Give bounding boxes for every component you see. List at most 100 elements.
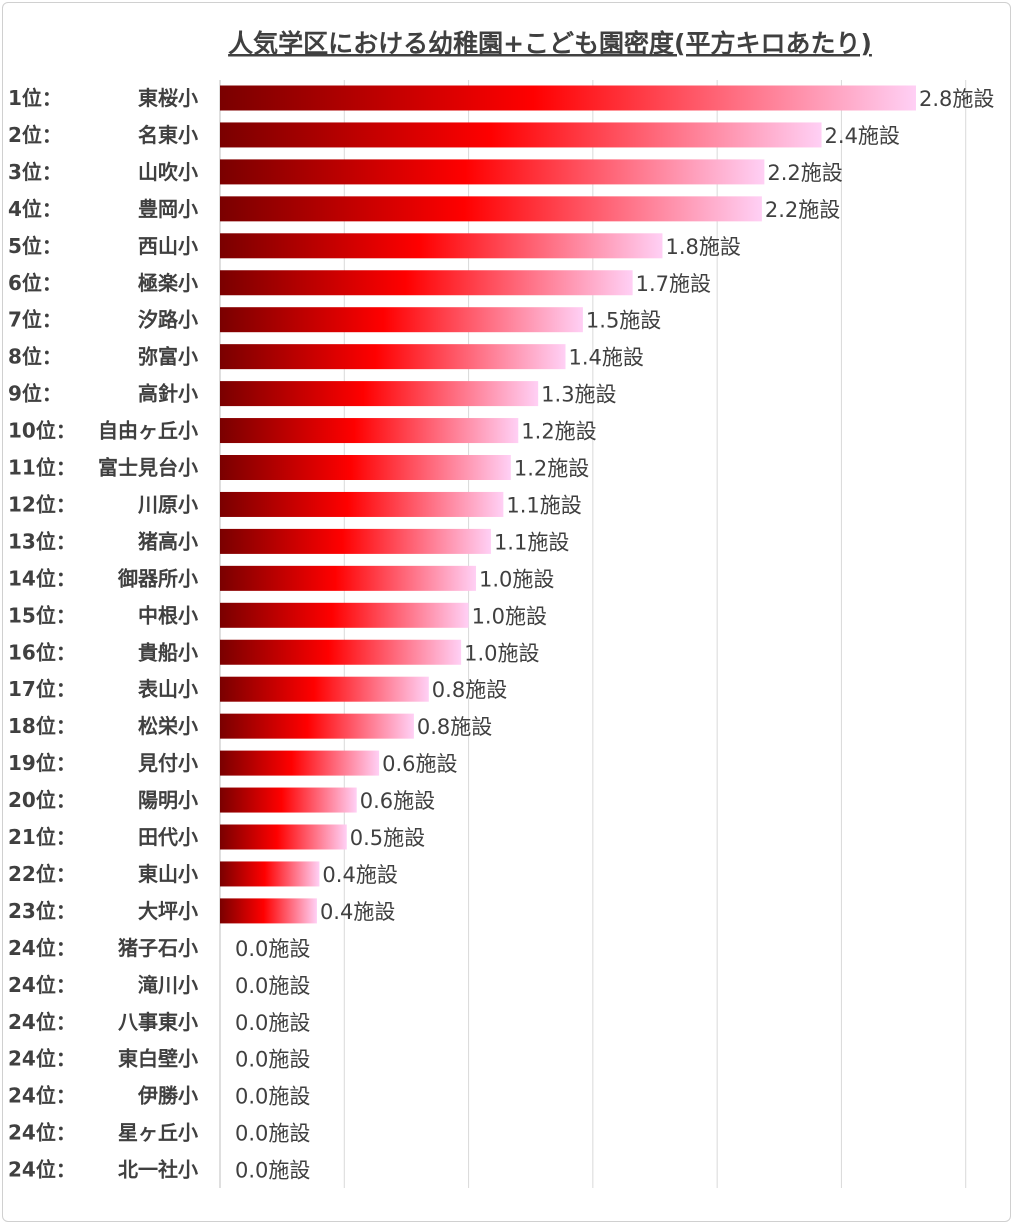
bar — [220, 85, 916, 111]
bar — [220, 713, 414, 739]
category-label: 見付小 — [138, 751, 198, 775]
data-label: 1.1施設 — [506, 493, 581, 517]
data-label: 0.0施設 — [235, 1159, 310, 1183]
rank-label: 4位： — [8, 197, 62, 221]
rank-label: 9位： — [8, 382, 62, 406]
data-label: 0.6施設 — [382, 752, 457, 776]
data-label: 1.8施設 — [665, 235, 740, 259]
rank-label: 24位： — [8, 1084, 76, 1108]
rank-label: 17位： — [8, 677, 76, 701]
rank-label: 14位： — [8, 566, 76, 590]
bar — [220, 565, 477, 591]
bar — [220, 824, 347, 850]
category-label: 山吹小 — [138, 160, 198, 184]
category-label: 大坪小 — [138, 899, 198, 923]
bars — [220, 85, 916, 924]
data-label: 1.3施設 — [541, 383, 616, 407]
category-label: 弥富小 — [138, 345, 198, 369]
data-label: 1.5施設 — [586, 309, 661, 333]
rank-label: 12位： — [8, 492, 76, 516]
rank-label: 24位： — [8, 973, 76, 997]
rank-label: 16位： — [8, 640, 76, 664]
bar — [220, 381, 539, 407]
data-label: 0.0施設 — [235, 1011, 310, 1035]
data-label: 1.4施設 — [569, 346, 644, 370]
data-label: 2.4施設 — [825, 124, 900, 148]
category-label: 東白壁小 — [118, 1047, 198, 1071]
rank-label: 23位： — [8, 899, 76, 923]
bar — [220, 418, 519, 444]
chart-title: 人気学区における幼稚園+こども園密度(平方キロあたり) — [228, 29, 872, 58]
data-label: 1.1施設 — [494, 530, 569, 554]
bar — [220, 233, 663, 259]
rank-label: 24位： — [8, 1010, 76, 1034]
rank-label: 24位： — [8, 1121, 76, 1145]
category-label: 川原小 — [137, 492, 198, 516]
bar — [220, 528, 491, 554]
rank-label: 21位： — [8, 825, 76, 849]
category-label: 滝川小 — [138, 973, 198, 997]
data-label: 0.0施設 — [235, 1122, 310, 1146]
bar — [220, 639, 462, 665]
rank-label: 2位： — [8, 123, 62, 147]
data-label: 0.6施設 — [360, 789, 435, 813]
rank-label: 8位： — [8, 345, 62, 369]
rank-label: 15位： — [8, 603, 76, 627]
data-label: 0.8施設 — [432, 678, 507, 702]
category-label: 猪高小 — [138, 529, 198, 553]
category-label: 貴船小 — [138, 640, 198, 664]
category-label: 八事東小 — [118, 1010, 198, 1034]
rank-label: 18位： — [8, 714, 76, 738]
rank-label: 6位： — [8, 271, 62, 295]
data-label: 1.2施設 — [514, 457, 589, 481]
category-label: 猪子石小 — [118, 936, 198, 960]
data-label: 0.4施設 — [320, 900, 395, 924]
category-label: 陽明小 — [138, 788, 198, 812]
rank-label: 13位： — [8, 529, 76, 553]
category-label: 星ヶ丘小 — [118, 1121, 198, 1145]
category-label: 田代小 — [138, 825, 198, 849]
data-label: 1.7施設 — [636, 272, 711, 296]
category-label: 富士見台小 — [98, 456, 198, 480]
rank-label: 1位： — [8, 86, 62, 110]
bar — [220, 676, 429, 702]
category-label: 極楽小 — [137, 271, 198, 295]
data-label: 1.0施設 — [472, 604, 547, 628]
bar — [220, 270, 633, 296]
category-label: 高針小 — [138, 382, 198, 406]
category-label: 名東小 — [138, 123, 198, 147]
data-label: 0.5施設 — [350, 826, 425, 850]
rank-label: 5位： — [8, 234, 62, 258]
bar — [220, 196, 762, 222]
data-label: 0.0施設 — [235, 1048, 310, 1072]
data-label: 1.2施設 — [521, 420, 596, 444]
data-label: 0.0施設 — [235, 974, 310, 998]
bar — [220, 344, 566, 370]
category-label: 豊岡小 — [138, 197, 198, 221]
rank-label: 24位： — [8, 1158, 76, 1182]
data-label: 0.8施設 — [417, 715, 492, 739]
data-label: 0.0施設 — [235, 1085, 310, 1109]
bar — [220, 491, 504, 517]
rank-label: 24位： — [8, 936, 76, 960]
rank-label: 11位： — [8, 456, 76, 480]
rank-label: 24位： — [8, 1047, 76, 1071]
data-label: 0.0施設 — [235, 937, 310, 961]
data-label: 1.0施設 — [479, 567, 554, 591]
data-label: 2.8施設 — [919, 87, 994, 111]
category-label: 汐路小 — [138, 308, 198, 332]
bar — [220, 455, 511, 480]
rank-label: 7位： — [8, 308, 62, 332]
bar — [220, 602, 469, 628]
bar — [220, 750, 380, 776]
category-label: 松栄小 — [138, 714, 198, 738]
bar — [220, 159, 765, 185]
gridlines — [219, 80, 967, 1188]
category-label: 東山小 — [138, 862, 198, 886]
category-label: 表山小 — [138, 677, 198, 701]
bar — [220, 122, 822, 148]
labels: 1位： 東桜小 2.8施設 2位： 名東小 2.4施設 3位： 山吹小 2.2施設 4位： 豊岡小 2… — [8, 86, 994, 1183]
rank-label: 22位： — [8, 862, 76, 886]
category-label: 東桜小 — [138, 86, 198, 110]
